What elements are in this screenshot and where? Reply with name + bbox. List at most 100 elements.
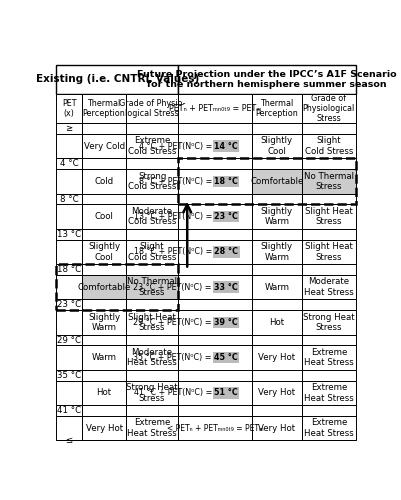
Bar (178, 94, 251, 123)
Bar (301, 123, 355, 134)
Text: 4 °C: 4 °C (60, 160, 78, 168)
Text: Extreme
Cold Stress: Extreme Cold Stress (128, 136, 176, 156)
Text: 18 °C + PET(N⁰C) =: 18 °C + PET(N⁰C) = (133, 248, 214, 256)
Bar (126, 194, 178, 204)
Bar (251, 194, 301, 204)
Bar (82, 405, 126, 416)
Bar (251, 204, 301, 229)
Text: 13 °C: 13 °C (57, 230, 81, 239)
Text: Cold: Cold (94, 177, 113, 186)
Text: Slight
Cold Stress: Slight Cold Stress (304, 136, 352, 156)
Text: Hot: Hot (269, 318, 284, 327)
Bar (56, 346, 82, 370)
Bar (178, 370, 251, 380)
Bar (178, 123, 251, 134)
Bar (301, 405, 355, 416)
Text: 18 °C: 18 °C (214, 177, 238, 186)
Bar (56, 123, 82, 134)
Text: Slightly
Warm: Slightly Warm (260, 242, 292, 262)
Bar (56, 194, 82, 204)
Bar (126, 264, 178, 275)
Text: 41 °C: 41 °C (57, 406, 81, 415)
Text: PETₙ + PETₘₙ₀ₜ₉ = PETₘ: PETₙ + PETₘₙ₀ₜ₉ = PETₘ (169, 104, 261, 113)
Bar (251, 405, 301, 416)
Text: ≥: ≥ (65, 124, 73, 133)
Text: < PETₙ + PETₘₙ₀ₜ₉ = PETₘ: < PETₙ + PETₘₙ₀ₜ₉ = PETₘ (166, 424, 263, 432)
Bar (56, 240, 82, 264)
Bar (301, 169, 355, 194)
Bar (82, 158, 126, 169)
Bar (251, 264, 301, 275)
Text: Slight Heat
Stress: Slight Heat Stress (128, 312, 176, 332)
Text: 23 °C: 23 °C (214, 212, 238, 221)
Bar (56, 370, 82, 380)
Bar (56, 158, 82, 169)
Bar (251, 134, 301, 158)
Bar (301, 229, 355, 239)
Text: Extreme
Heat Stress: Extreme Heat Stress (303, 348, 353, 368)
Text: Very Hot: Very Hot (257, 353, 295, 362)
Bar (178, 240, 251, 264)
Bar (126, 204, 178, 229)
Bar (251, 334, 301, 345)
Text: ≤: ≤ (65, 436, 73, 445)
Bar (301, 380, 355, 405)
Bar (251, 300, 301, 310)
Text: 35 °C: 35 °C (57, 371, 81, 380)
Text: Very Hot: Very Hot (257, 424, 295, 432)
Text: 13 °C + PET(N⁰C) =: 13 °C + PET(N⁰C) = (133, 212, 214, 221)
Bar (82, 346, 126, 370)
Bar (126, 275, 178, 299)
Bar (126, 300, 178, 310)
Text: Warm: Warm (263, 282, 289, 292)
Bar (301, 204, 355, 229)
Bar (178, 264, 251, 275)
Text: Slight Heat
Stress: Slight Heat Stress (304, 242, 352, 262)
Text: Slight Heat
Stress: Slight Heat Stress (304, 207, 352, 227)
Bar (82, 416, 126, 440)
Bar (56, 405, 82, 416)
Bar (301, 346, 355, 370)
Bar (82, 123, 126, 134)
Bar (251, 169, 301, 194)
Bar (82, 169, 126, 194)
Bar (56, 134, 82, 158)
Bar (56, 275, 82, 299)
Bar (56, 300, 82, 310)
Bar (178, 229, 251, 239)
Bar (82, 264, 126, 275)
Bar (126, 158, 178, 169)
Bar (178, 275, 251, 299)
Text: Strong Heat
Stress: Strong Heat Stress (302, 312, 354, 332)
Text: 39 °C: 39 °C (214, 318, 237, 327)
Bar (178, 194, 251, 204)
Text: Slightly
Cool: Slightly Cool (88, 242, 120, 262)
Bar (126, 334, 178, 345)
Bar (82, 300, 126, 310)
Bar (82, 134, 126, 158)
Bar (126, 370, 178, 380)
Bar (178, 416, 251, 440)
Bar (56, 169, 82, 194)
Bar (126, 169, 178, 194)
Bar (251, 229, 301, 239)
Bar (178, 169, 251, 194)
Text: Extreme
Heat Stress: Extreme Heat Stress (303, 383, 353, 402)
Bar (251, 240, 301, 264)
Bar (178, 158, 355, 204)
Text: Moderate
Cold Stress: Moderate Cold Stress (128, 207, 176, 227)
Bar (301, 264, 355, 275)
Text: Future Projection under the IPCC’s A1F Scenario
for the northern hemisphere summ: Future Projection under the IPCC’s A1F S… (137, 70, 396, 89)
Text: Warm: Warm (91, 353, 116, 362)
Bar (251, 380, 301, 405)
Bar (56, 264, 82, 275)
Text: 35 °C + PET(N⁰C) =: 35 °C + PET(N⁰C) = (133, 353, 214, 362)
Bar (251, 94, 301, 123)
Text: 51 °C: 51 °C (214, 388, 237, 398)
Text: Comfortable: Comfortable (249, 177, 303, 186)
Bar (82, 194, 126, 204)
Text: Slightly
Warm: Slightly Warm (88, 312, 120, 332)
Bar (56, 204, 82, 229)
Text: Hot: Hot (96, 388, 111, 398)
Bar (126, 123, 178, 134)
